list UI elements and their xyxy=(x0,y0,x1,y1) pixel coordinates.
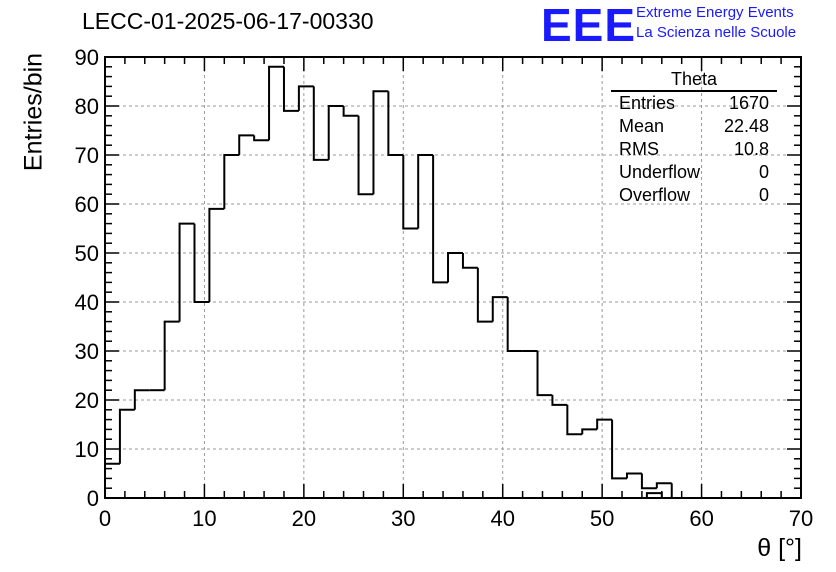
histogram-bin xyxy=(327,105,344,160)
histogram-bin xyxy=(238,134,255,155)
histogram-bin xyxy=(491,296,508,322)
histogram-bin xyxy=(447,252,463,283)
x-tick-label: 50 xyxy=(590,506,614,531)
histogram-bin xyxy=(312,86,329,161)
x-tick-label: 20 xyxy=(292,506,316,531)
chart-title: LECC-01-2025-06-17-00330 xyxy=(82,8,374,34)
y-tick-label: 90 xyxy=(75,45,99,70)
histogram-bin xyxy=(118,408,135,464)
histogram-bin xyxy=(253,135,270,142)
histogram-bin xyxy=(461,253,478,269)
histogram-bin xyxy=(387,91,404,156)
y-tick-label: 60 xyxy=(75,192,99,217)
logo-caption-line1: Extreme Energy Events xyxy=(636,4,794,21)
y-tick-label: 70 xyxy=(75,143,99,168)
y-tick-label: 30 xyxy=(75,339,99,364)
histogram-bin xyxy=(163,320,180,391)
histogram-bin xyxy=(432,155,449,284)
histogram-bin xyxy=(223,154,240,209)
histogram-bin xyxy=(640,473,657,490)
y-tick-label: 10 xyxy=(75,437,99,462)
histogram-bin xyxy=(178,222,195,322)
stats-label: Underflow xyxy=(619,162,701,182)
stats-label: Entries xyxy=(619,93,676,113)
stats-label: Overflow xyxy=(619,185,691,205)
histogram-bin xyxy=(611,419,627,480)
histogram-bin xyxy=(208,207,225,302)
logo-caption-line2: La Scienza nelle Scuole xyxy=(636,24,797,41)
histogram-bin xyxy=(297,85,314,111)
histogram-bin xyxy=(581,428,598,435)
stats-title: Theta xyxy=(611,68,777,92)
y-axis-label: Entries/bin xyxy=(19,52,48,172)
histogram-bin xyxy=(282,66,299,112)
stats-value: 10.8 xyxy=(733,139,769,159)
x-tick-label: 10 xyxy=(192,506,216,531)
y-tick-label: 0 xyxy=(87,486,99,511)
logo-caption: Extreme Energy Events La Scienza nelle S… xyxy=(636,3,796,43)
histogram-bin xyxy=(536,351,553,397)
y-tick-label: 40 xyxy=(75,290,99,315)
histogram-bin xyxy=(551,395,568,406)
x-axis-label: θ [°] xyxy=(757,534,802,562)
histogram-bin xyxy=(133,389,150,410)
eee-logo: EEE xyxy=(541,0,637,51)
stats-row: RMS 10.8 xyxy=(611,138,777,161)
x-tick-label: 30 xyxy=(391,506,415,531)
stats-row: Entries 1670 xyxy=(611,92,777,115)
histogram-bin xyxy=(596,418,613,430)
histogram-bin xyxy=(372,90,389,195)
histogram-bin xyxy=(655,482,672,489)
y-tick-label: 50 xyxy=(75,241,99,266)
histogram-bin xyxy=(506,297,523,352)
stats-label: Mean xyxy=(619,116,665,136)
stats-row: Underflow 0 xyxy=(611,161,777,184)
plot-frame xyxy=(104,56,802,499)
x-tick-label: 70 xyxy=(789,506,813,531)
histogram-bin xyxy=(417,154,434,229)
histogram-bin xyxy=(566,404,583,436)
y-tick-label: 20 xyxy=(75,388,99,413)
histogram-bin xyxy=(357,115,374,196)
stats-value: 22.48 xyxy=(723,116,769,136)
stats-value: 0 xyxy=(758,185,769,205)
stats-value: 1670 xyxy=(728,93,769,113)
histogram-bin xyxy=(476,267,493,323)
x-tick-label: 0 xyxy=(99,506,111,531)
x-tick-label: 60 xyxy=(689,506,713,531)
histogram-bin xyxy=(626,472,642,479)
stats-row: Mean 22.48 xyxy=(611,115,777,138)
histogram-bin xyxy=(342,106,359,117)
histogram-bin xyxy=(193,223,210,303)
histogram-bin xyxy=(268,65,284,141)
y-tick-label: 80 xyxy=(75,94,99,119)
stats-row: Overflow 0 xyxy=(611,184,777,207)
stats-box: Theta Entries 1670 Mean 22.48 RMS 10.8 U… xyxy=(611,68,777,207)
histogram-bin xyxy=(402,155,419,230)
stats-label: RMS xyxy=(619,139,659,159)
stats-value: 0 xyxy=(758,162,769,182)
x-tick-label: 40 xyxy=(490,506,514,531)
